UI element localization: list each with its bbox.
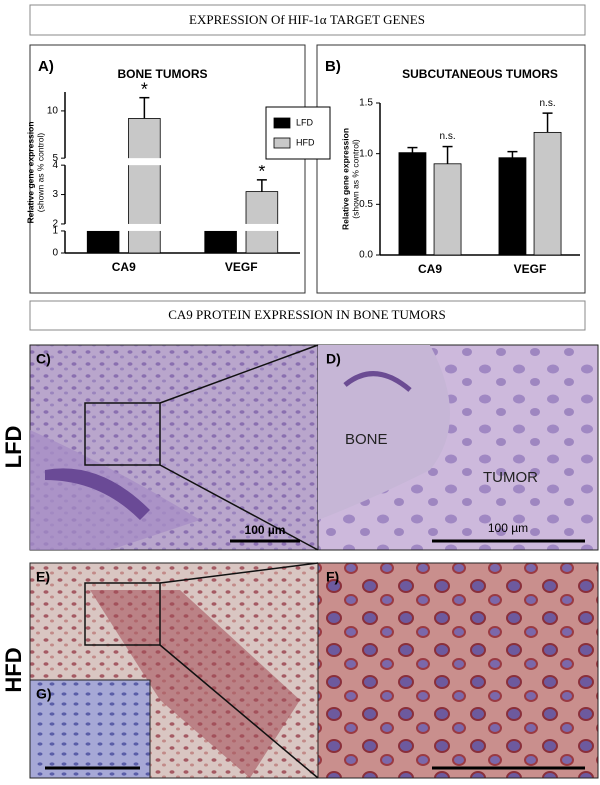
y-tick-label: 4 [52, 160, 58, 171]
panel-a-box [29, 44, 306, 294]
panel-label: A) [38, 58, 54, 75]
bar [433, 163, 462, 256]
panel-label: D) [326, 351, 341, 367]
zoom-line [159, 644, 319, 779]
bone-edge [45, 468, 150, 520]
panel-label: B) [325, 58, 341, 75]
bar [86, 230, 120, 254]
y-tick-label: 5 [52, 153, 58, 164]
legend-box [265, 106, 331, 160]
x-tick-label: CA9 [418, 262, 442, 276]
section-title: CA9 PROTEIN EXPRESSION IN BONE TUMORS [168, 307, 445, 322]
micrograph-g [29, 679, 151, 779]
x-tick-label: VEGF [225, 260, 258, 274]
scale-bar-label: 100 µm [488, 521, 528, 535]
bar [245, 191, 279, 254]
annotation: * [258, 162, 265, 182]
zoom-box [84, 402, 161, 466]
bone-edge [343, 371, 412, 392]
y-tick-label: 0.5 [359, 199, 373, 210]
y-tick-label: 0.0 [359, 250, 373, 261]
annotation: * [141, 79, 148, 99]
panel-label: G) [36, 686, 52, 702]
legend-swatch [273, 137, 291, 149]
bar [498, 157, 527, 256]
zoom-line [159, 464, 319, 551]
panel-b-box [316, 44, 586, 294]
y-tick-label: 1.0 [359, 148, 373, 159]
chart-title: BONE TUMORS [118, 67, 208, 81]
y-axis-label: (shown as % control) [350, 139, 360, 219]
zoom-line [159, 562, 319, 584]
chart-title: SUBCUTANEOUS TUMORS [402, 67, 558, 81]
axis-break [67, 158, 300, 166]
zoom-box [84, 582, 161, 646]
y-tick-label: 10 [47, 106, 59, 117]
y-tick-label: 0 [52, 248, 58, 259]
zoom-line [159, 344, 319, 404]
row-label: LFD [1, 426, 26, 469]
y-tick-label: 2 [52, 219, 58, 230]
y-tick-label: 1 [52, 226, 58, 237]
bar [533, 131, 562, 256]
y-axis-label: (shown as % control) [35, 133, 45, 213]
y-tick-label: 1.5 [359, 98, 373, 109]
figure-title: EXPRESSION Of HIF-1α TARGET GENES [189, 12, 425, 27]
legend-swatch [273, 117, 291, 129]
scale-bar-label: 100 µm [245, 523, 286, 537]
panel-label: F) [326, 569, 339, 585]
y-axis-label: Relative gene expression [25, 121, 35, 223]
stained-region [90, 590, 300, 778]
axis-break [67, 223, 300, 231]
tissue-label: TUMOR [483, 469, 538, 486]
x-tick-label: VEGF [514, 262, 547, 276]
bar [204, 230, 237, 254]
y-tick-label: 3 [52, 189, 58, 200]
row-label: HFD [1, 647, 26, 692]
section-box [29, 300, 586, 331]
micrograph-f [317, 562, 599, 779]
legend-label: HFD [296, 137, 315, 147]
annotation: n.s. [439, 131, 455, 142]
title-box [29, 4, 586, 36]
bar [128, 118, 161, 254]
x-tick-label: CA9 [112, 260, 136, 274]
tissue-label: BONE [345, 431, 388, 448]
panel-label: C) [36, 351, 51, 367]
y-axis-label: Relative gene expression [340, 128, 350, 230]
panel-label: E) [36, 569, 50, 585]
bar [398, 152, 427, 256]
annotation: n.s. [539, 98, 555, 109]
bone-area [318, 345, 450, 520]
legend-label: LFD [296, 117, 314, 127]
